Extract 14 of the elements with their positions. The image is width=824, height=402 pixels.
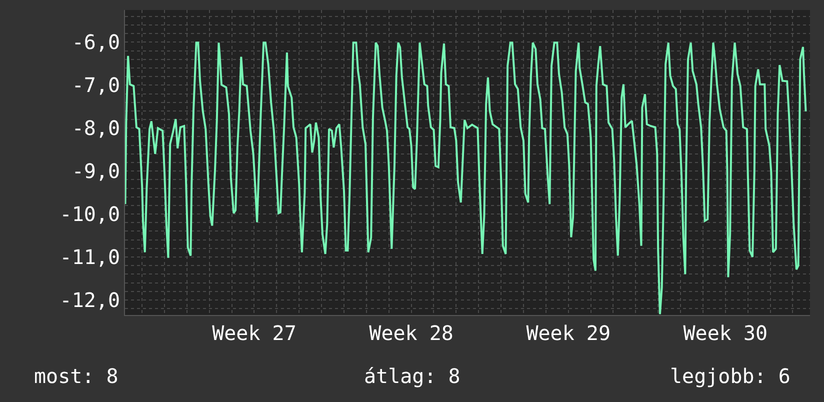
y-tick-label: -12,0 <box>60 288 120 312</box>
x-tick-label: Week 30 <box>683 321 768 345</box>
x-tick-label: Week 28 <box>369 321 454 345</box>
y-tick-label: -6,0 <box>72 30 120 54</box>
y-tick-label: -11,0 <box>60 245 120 270</box>
y-tick-label: -8,0 <box>72 116 120 140</box>
text: legjobb: 6 <box>670 364 790 388</box>
y-tick-label: -9,0 <box>72 159 120 184</box>
y-tick-label: -10,0 <box>60 202 120 226</box>
text: most: 8 <box>34 364 118 388</box>
text: átlag: 8 <box>364 364 460 388</box>
x-tick-label: Week 29 <box>526 321 610 345</box>
x-tick-label: Week 27 <box>212 321 296 345</box>
y-tick-label: -7,0 <box>72 73 120 98</box>
